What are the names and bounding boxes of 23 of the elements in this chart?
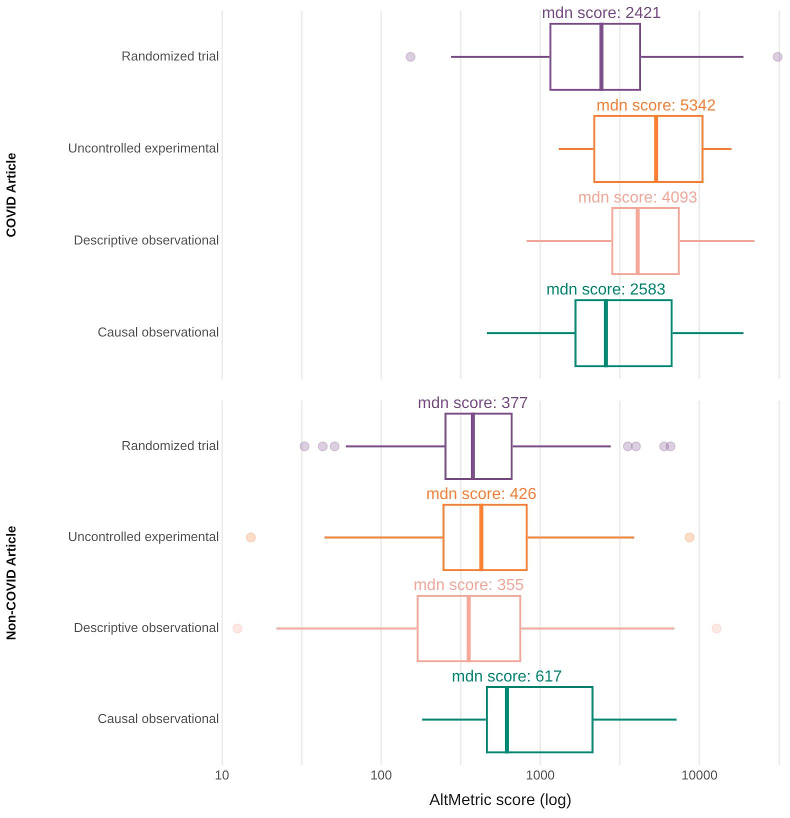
y-tick-label: Uncontrolled experimental bbox=[68, 140, 220, 156]
x-axis-title: AltMetric score (log) bbox=[429, 792, 572, 809]
y-tick-label: Causal observational bbox=[98, 324, 220, 340]
y-tick-label: Randomized trial bbox=[121, 438, 220, 453]
annotation: mdn score: 426 bbox=[426, 486, 537, 504]
annotation: mdn score: 377 bbox=[418, 395, 528, 412]
y-tick-label: Descriptive observational bbox=[74, 232, 220, 248]
y-tick-label: Causal observational bbox=[98, 711, 220, 726]
annotation: mdn score: 355 bbox=[414, 577, 524, 594]
x-tick-label: 100 bbox=[370, 768, 392, 783]
y-tick-label: Randomized trial bbox=[121, 48, 220, 64]
annotation: mdn score: 4093 bbox=[578, 189, 698, 206]
y-tick-label: Descriptive observational bbox=[74, 620, 220, 636]
x-tick-label: 10 bbox=[214, 768, 230, 783]
annotation: mdn score: 617 bbox=[452, 668, 562, 686]
annotation: mdn score: 2583 bbox=[546, 281, 666, 298]
x-tick-label: 10000 bbox=[681, 768, 718, 783]
y-axis-title: COVID Article bbox=[3, 152, 18, 238]
y-axis-title: Non-COVID Article bbox=[3, 526, 18, 640]
y-tick-label: Uncontrolled experimental bbox=[68, 529, 220, 544]
annotation: mdn score: 2421 bbox=[542, 5, 662, 22]
annotation: mdn score: 5342 bbox=[596, 97, 716, 114]
x-tick-label: 1000 bbox=[526, 768, 555, 783]
